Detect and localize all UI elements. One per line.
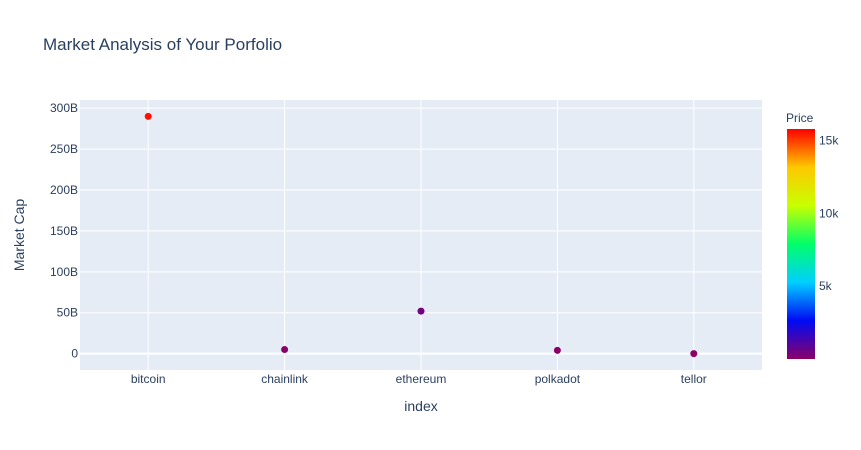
colorbar-tick-label: 5k: [819, 279, 833, 293]
x-axis-ticks: bitcoin chainlink ethereum polkadot tellor: [131, 372, 707, 386]
y-tick-label: 250B: [50, 142, 78, 156]
x-tick-label: tellor: [681, 372, 707, 386]
point-bitcoin[interactable]: [144, 112, 152, 120]
colorbar-title: Price: [786, 111, 814, 125]
y-tick-label: 100B: [50, 265, 78, 279]
y-tick-label: 150B: [50, 224, 78, 238]
chart-title: Market Analysis of Your Porfolio: [43, 35, 282, 54]
y-tick-label: 200B: [50, 183, 78, 197]
point-polkadot[interactable]: [553, 346, 561, 354]
data-points: [144, 112, 698, 358]
y-axis-ticks: 300B 250B 200B 150B 100B 50B 0: [50, 101, 78, 360]
colorbar: [787, 129, 815, 359]
y-tick-label: 0: [71, 347, 78, 361]
x-tick-label: chainlink: [261, 372, 309, 386]
y-tick-label: 50B: [57, 306, 78, 320]
point-tellor[interactable]: [690, 350, 698, 358]
x-axis-title: index: [404, 398, 437, 414]
x-tick-label: polkadot: [535, 372, 581, 386]
point-chainlink[interactable]: [281, 346, 289, 354]
colorbar-tick-label: 15k: [819, 134, 839, 148]
colorbar-ticks: 15k 10k 5k: [819, 134, 839, 294]
colorbar-tick-label: 10k: [819, 206, 839, 220]
y-tick-label: 300B: [50, 101, 78, 115]
y-axis-title: Market Cap: [11, 199, 27, 272]
x-tick-label: ethereum: [396, 372, 447, 386]
grid-lines: [80, 100, 762, 370]
x-tick-label: bitcoin: [131, 372, 166, 386]
point-ethereum[interactable]: [417, 307, 425, 315]
